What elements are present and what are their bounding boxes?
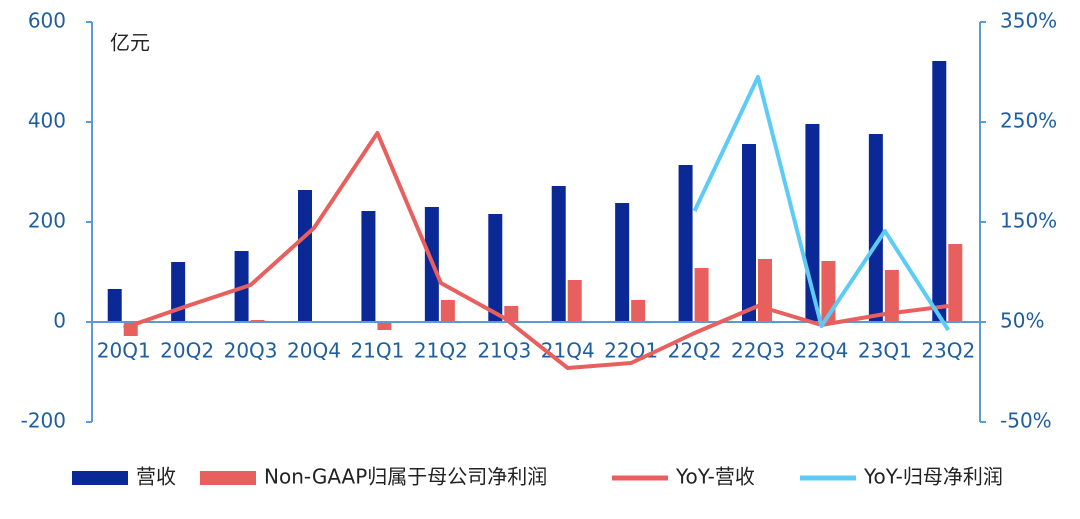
y2-tick-label: 150% — [1000, 209, 1057, 233]
x-tick-label: 20Q4 — [287, 339, 341, 363]
y2-tick-label: 250% — [1000, 109, 1057, 133]
bar — [567, 280, 582, 322]
x-tick-label: 21Q2 — [414, 339, 468, 363]
y-tick-label: 600 — [28, 9, 66, 33]
legend-swatch — [200, 471, 256, 485]
x-tick-label: 20Q3 — [224, 339, 278, 363]
x-tick-label: 20Q1 — [97, 339, 151, 363]
bar — [948, 244, 963, 322]
line-series — [692, 75, 950, 332]
legend-swatch — [72, 471, 128, 485]
x-tick-label: 23Q1 — [858, 339, 912, 363]
bar — [615, 203, 630, 322]
x-tick-label: 20Q2 — [160, 339, 214, 363]
bar — [758, 259, 772, 322]
bar — [488, 214, 503, 322]
bar — [377, 322, 392, 330]
bar — [504, 306, 519, 322]
y-tick-label: 0 — [53, 309, 66, 333]
y2-tick-label: 350% — [1000, 9, 1057, 33]
bar — [298, 190, 312, 322]
bar — [361, 211, 376, 322]
bar — [551, 186, 566, 322]
y-tick-label: 400 — [28, 109, 66, 133]
bar — [932, 61, 947, 322]
y2-tick-label: -50% — [1000, 409, 1052, 433]
x-tick-label: 23Q2 — [921, 339, 975, 363]
x-tick-label: 21Q1 — [350, 339, 404, 363]
x-tick-label: 21Q4 — [541, 339, 595, 363]
legend-label: YoY-营收 — [675, 465, 755, 489]
x-tick-label: 21Q3 — [477, 339, 531, 363]
y2-tick-label: 50% — [1000, 309, 1044, 333]
x-tick-label: 22Q1 — [604, 339, 658, 363]
x-tick-label: 22Q3 — [731, 339, 785, 363]
line-series — [123, 131, 949, 370]
bar — [694, 268, 709, 322]
bar — [884, 270, 899, 322]
legend-label: 营收 — [136, 465, 176, 489]
x-tick-label: 22Q4 — [794, 339, 848, 363]
bar — [440, 300, 455, 322]
legend-label: Non-GAAP归属于母公司净利润 — [264, 465, 547, 489]
bar — [107, 289, 122, 322]
bar — [742, 144, 756, 322]
y-tick-label: 200 — [28, 209, 66, 233]
unit-label: 亿元 — [110, 31, 150, 55]
y-tick-label: -200 — [21, 409, 66, 433]
bar — [678, 165, 693, 322]
bar — [171, 262, 186, 322]
bar — [631, 300, 646, 322]
legend-label: YoY-归母净利润 — [863, 465, 1003, 489]
bar — [868, 134, 883, 322]
